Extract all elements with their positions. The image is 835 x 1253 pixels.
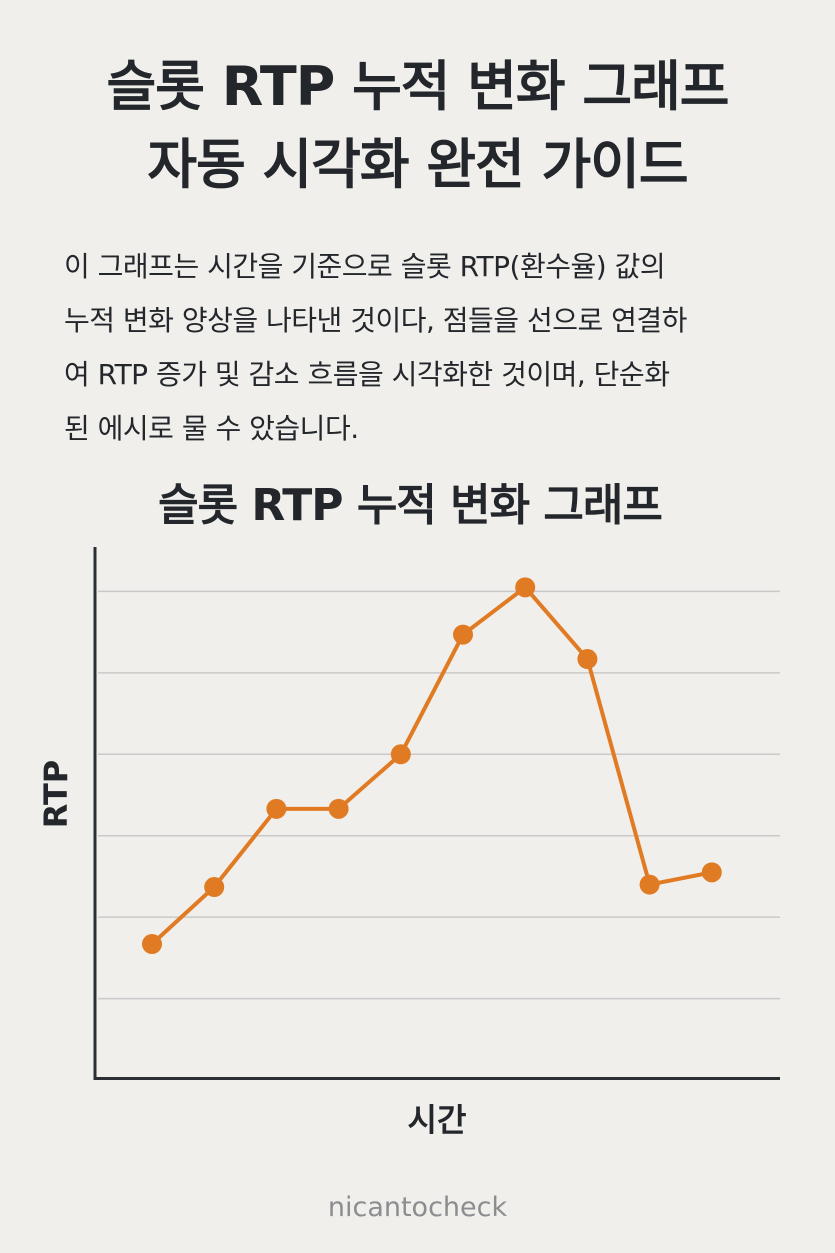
description-line-2: 누적 변화 양상을 나타낸 것이다, 점들을 선으로 연결하 <box>64 304 687 337</box>
data-point <box>266 798 287 819</box>
description-line-1: 이 그래프는 시간을 기준으로 슬롯 RTP(환수율) 값의 <box>64 250 666 283</box>
data-point <box>142 934 162 955</box>
description-line-4: 된 에시로 물 수 았습니다. <box>64 412 359 445</box>
data-point <box>204 877 225 898</box>
series-rtp <box>142 577 722 955</box>
x-axis-label: 시간 <box>407 1101 467 1139</box>
page-title-line-2: 자동 시각화 완전 가이드 <box>147 133 688 196</box>
description-line-3: 여 RTP 증가 및 감소 흐름을 시각화한 것이며, 단순화 <box>64 358 670 391</box>
series-line <box>150 585 713 946</box>
data-point <box>577 649 598 670</box>
data-point <box>328 798 349 819</box>
grid-lines <box>98 590 780 1000</box>
data-point <box>639 874 660 895</box>
chart-title: 슬롯 RTP 누적 변화 그래프 <box>158 480 663 531</box>
page-title-line-1: 슬롯 RTP 누적 변화 그래프 <box>106 55 730 118</box>
y-axis-label: RTP <box>37 759 75 829</box>
description: 이 그래프는 시간을 기준으로 슬롯 RTP(환수율) 값의 누적 변화 양상을… <box>64 240 779 456</box>
data-point <box>701 862 722 883</box>
data-point <box>453 624 473 645</box>
watermark: nicantocheck <box>327 1192 508 1223</box>
data-point <box>390 744 411 765</box>
data-point <box>515 577 536 598</box>
page-title: 슬롯 RTP 누적 변화 그래프 자동 시각화 완전 가이드 <box>0 48 835 204</box>
